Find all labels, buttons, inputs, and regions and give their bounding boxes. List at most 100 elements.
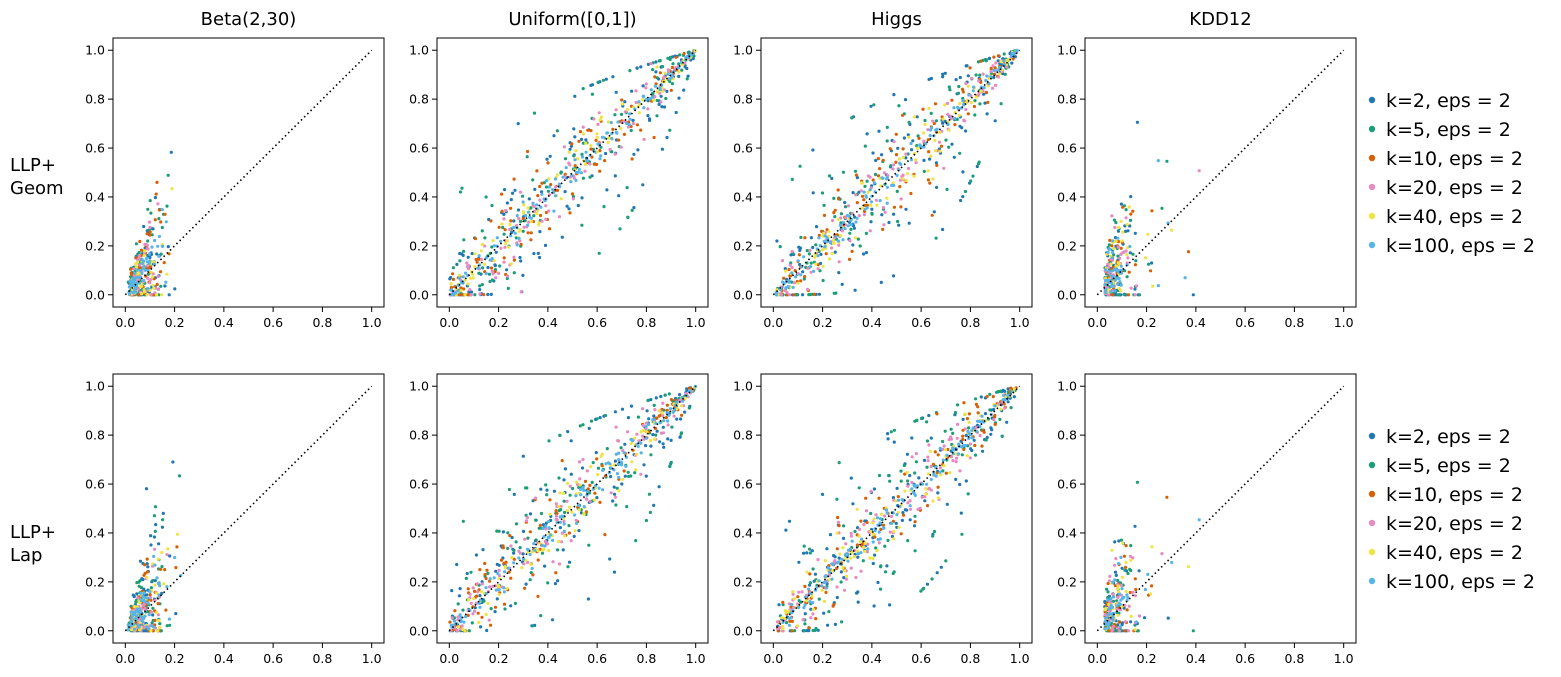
point-k-40-eps-2 — [939, 473, 943, 477]
point-k-40-eps-2 — [142, 253, 146, 257]
point-k-40-eps-2 — [134, 265, 138, 269]
point-k-100-eps-2 — [157, 254, 161, 258]
point-k-40-eps-2 — [931, 177, 935, 181]
point-k-5-eps-2 — [458, 190, 463, 194]
point-k-2-eps-2 — [138, 559, 143, 563]
point-k-5-eps-2 — [1107, 243, 1111, 247]
point-k-20-eps-2 — [145, 264, 149, 268]
point-k-40-eps-2 — [617, 489, 621, 493]
point-k-40-eps-2 — [838, 552, 842, 556]
point-k-10-eps-2 — [156, 602, 160, 606]
point-k-100-eps-2 — [1166, 221, 1170, 225]
point-k-20-eps-2 — [547, 209, 551, 213]
point-k-2-eps-2 — [923, 499, 927, 503]
point-k-10-eps-2 — [879, 527, 883, 532]
point-k-10-eps-2 — [157, 208, 162, 212]
point-k-10-eps-2 — [799, 279, 803, 283]
point-k-100-eps-2 — [911, 490, 915, 494]
point-k-20-eps-2 — [614, 108, 618, 112]
point-k-40-eps-2 — [472, 597, 476, 601]
point-k-100-eps-2 — [1119, 555, 1123, 560]
point-k-10-eps-2 — [129, 271, 133, 275]
point-k-10-eps-2 — [500, 209, 504, 213]
point-k-5-eps-2 — [461, 608, 465, 612]
point-k-2-eps-2 — [1005, 420, 1009, 424]
point-k-100-eps-2 — [552, 190, 556, 195]
titles-layer: Beta(2,30) Uniform([0,1]) Higgs KDD12LLP+Ge… — [10, 9, 1252, 566]
point-k-40-eps-2 — [923, 122, 927, 127]
point-k-5-eps-2 — [506, 531, 510, 535]
point-k-100-eps-2 — [1113, 267, 1117, 271]
point-k-10-eps-2 — [485, 568, 489, 572]
scatter-points — [448, 384, 698, 633]
point-k-20-eps-2 — [883, 514, 887, 518]
point-k-20-eps-2 — [460, 624, 464, 628]
point-k-100-eps-2 — [855, 216, 859, 220]
point-k-5-eps-2 — [477, 271, 481, 275]
point-k-40-eps-2 — [821, 248, 825, 252]
point-k-20-eps-2 — [775, 620, 780, 624]
x-tick-label: 0.6 — [263, 315, 283, 330]
point-k-5-eps-2 — [863, 144, 867, 148]
point-k-5-eps-2 — [480, 229, 484, 233]
point-k-5-eps-2 — [668, 464, 672, 468]
legend-marker — [1368, 519, 1376, 527]
point-k-5-eps-2 — [1137, 293, 1142, 297]
point-k-100-eps-2 — [547, 526, 551, 531]
point-k-40-eps-2 — [595, 132, 599, 136]
point-k-2-eps-2 — [777, 603, 781, 607]
point-k-10-eps-2 — [570, 192, 575, 196]
point-k-5-eps-2 — [157, 217, 161, 221]
point-k-40-eps-2 — [929, 154, 933, 158]
point-k-5-eps-2 — [528, 578, 532, 582]
point-k-5-eps-2 — [948, 88, 952, 92]
point-k-10-eps-2 — [489, 623, 493, 627]
point-k-5-eps-2 — [778, 245, 782, 249]
point-k-2-eps-2 — [906, 133, 910, 137]
point-k-20-eps-2 — [467, 264, 471, 268]
point-k-40-eps-2 — [827, 257, 832, 261]
point-k-2-eps-2 — [666, 437, 670, 441]
column-title: Higgs — [871, 9, 922, 30]
point-k-20-eps-2 — [963, 427, 967, 431]
y-tick-label: 0.8 — [733, 92, 753, 107]
point-k-10-eps-2 — [961, 90, 965, 94]
point-k-2-eps-2 — [580, 196, 584, 200]
point-k-10-eps-2 — [991, 395, 995, 399]
point-k-2-eps-2 — [545, 488, 549, 492]
point-k-2-eps-2 — [510, 230, 514, 234]
point-k-2-eps-2 — [569, 472, 573, 476]
point-k-5-eps-2 — [807, 252, 812, 256]
point-k-10-eps-2 — [935, 163, 939, 167]
point-k-2-eps-2 — [645, 409, 649, 413]
point-k-5-eps-2 — [153, 505, 158, 509]
point-k-40-eps-2 — [466, 282, 470, 286]
point-k-2-eps-2 — [548, 154, 552, 158]
y-tick-label: 0.6 — [1057, 477, 1077, 492]
point-k-5-eps-2 — [514, 236, 518, 240]
point-k-40-eps-2 — [857, 534, 861, 538]
point-k-40-eps-2 — [822, 599, 827, 604]
legend-marker — [1368, 432, 1376, 440]
point-k-100-eps-2 — [956, 452, 961, 456]
point-k-10-eps-2 — [163, 212, 167, 216]
point-k-20-eps-2 — [666, 70, 671, 74]
point-k-2-eps-2 — [1150, 261, 1154, 265]
point-k-40-eps-2 — [845, 574, 849, 578]
point-k-40-eps-2 — [868, 556, 872, 560]
point-k-100-eps-2 — [910, 487, 914, 491]
point-k-100-eps-2 — [895, 173, 899, 177]
point-k-40-eps-2 — [841, 546, 845, 550]
point-k-20-eps-2 — [849, 534, 854, 538]
point-k-40-eps-2 — [1121, 230, 1125, 234]
point-k-2-eps-2 — [941, 121, 945, 125]
point-k-2-eps-2 — [654, 60, 658, 64]
point-k-100-eps-2 — [573, 158, 577, 162]
point-k-40-eps-2 — [547, 177, 551, 181]
point-k-20-eps-2 — [1107, 293, 1111, 297]
point-k-10-eps-2 — [1133, 577, 1137, 581]
x-tick-label: 0.8 — [312, 315, 332, 330]
point-k-100-eps-2 — [1110, 256, 1114, 260]
y-tick-label: 0.6 — [733, 141, 753, 156]
point-k-10-eps-2 — [155, 282, 159, 287]
